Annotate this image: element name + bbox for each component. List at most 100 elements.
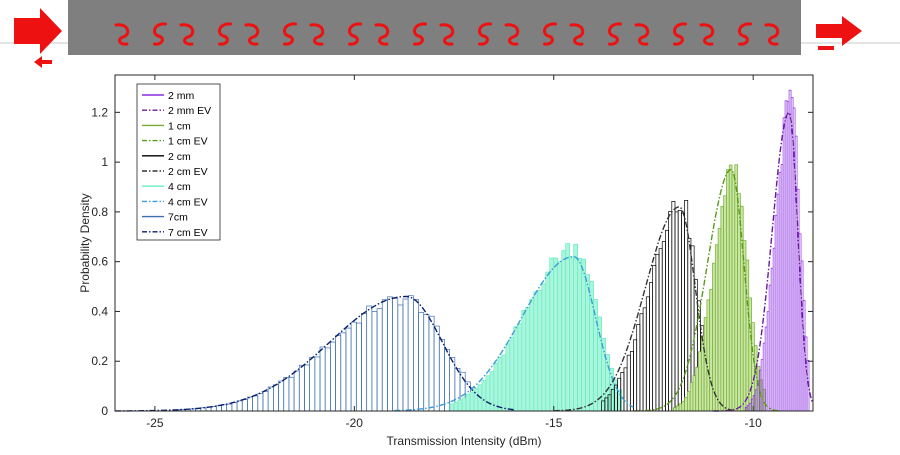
histogram-bar [593,299,598,412]
y-tick-label: 0.4 [91,304,108,318]
histogram-bar [529,298,535,412]
swirl-row [114,22,780,46]
swirl-icon [439,23,455,46]
legend-label: 4 cm [168,181,191,193]
histogram-bar [469,391,475,412]
legend-label: 2 cm [168,151,191,163]
histogram-bar [687,391,691,412]
histogram-bar [573,243,579,412]
histogram-bar [533,291,539,412]
histogram-bar [485,375,491,412]
histogram-bar [734,164,738,412]
histogram-bar [545,271,551,412]
x-axis-label: Transmission Intensity (dBm) [387,434,542,448]
legend: 2 mm 2 mm EV 1 cm 1 cm EV 2 cm 2 cm EV 4 cm 4 c… [136,83,221,241]
histogram-bar [726,169,730,412]
histogram-bar [745,259,750,412]
swirl-icon [244,23,260,46]
histogram-bar [728,164,733,412]
swirl-icon [217,22,232,46]
histogram-bar [695,366,699,412]
swirl-icon [309,23,325,46]
x-tick-label: -25 [146,416,164,430]
histogram-bar [689,382,694,412]
y-tick-label: 0 [101,404,108,418]
swirl-icon [374,23,390,46]
arrow-left-icon[interactable] [34,56,52,68]
histogram-bar [513,326,519,412]
legend-label: 1 cm EV [168,136,208,148]
swirl-icon [672,22,687,46]
swirl-icon [179,23,195,46]
histogram-bar [505,343,511,412]
y-tick-label: 1.2 [91,105,108,119]
arrow-right-icon[interactable] [14,8,62,54]
histogram-bar [609,367,614,412]
swirl-icon [347,22,362,46]
histogram-bar [706,299,711,412]
fit-curve-4-cm-EV [394,255,634,412]
minus-icon[interactable] [818,46,834,50]
legend-label: 7cm [168,212,188,224]
swirl-icon [699,23,715,46]
histogram-bar [557,261,563,412]
legend-label: 2 mm [168,90,195,102]
histogram-bar [681,400,685,412]
histogram-bar [565,243,571,412]
histogram-bar [585,274,590,412]
histogram-bar [457,399,463,412]
x-tick-label: -15 [545,416,563,430]
histogram-bar [501,354,507,412]
histogram-bar [497,356,503,412]
legend-box [136,83,221,241]
swirl-icon [114,23,130,46]
swirl-icon [764,23,780,46]
y-tick-label: 1 [101,155,108,169]
histogram-bar [581,258,587,412]
histogram-bar [449,403,455,412]
fit-curve-7-cm-EV [115,295,514,412]
fit-layer [115,111,813,412]
histogram-bar [723,195,727,412]
histogram-bar [703,317,708,412]
x-axis: -25 -20 -15 -10 [146,75,762,430]
histogram-bar [698,351,702,412]
histogram-bar [553,257,559,412]
arrow-right-icon[interactable] [816,16,862,46]
swirl-icon [412,22,427,46]
swirl-icon [607,22,622,46]
banner-strip [68,0,801,55]
histogram-bar [561,250,567,412]
histogram-bar [714,244,719,412]
histogram-4-cm [449,243,622,412]
y-axis-label: Probability Density [78,193,92,292]
histogram-bar [684,396,688,412]
histogram-bar [731,173,736,412]
histogram-bar [720,206,725,412]
swirl-icon [282,22,297,46]
swirl-icon [152,22,167,46]
histogram-bar [453,401,459,412]
x-tick-label: -10 [744,416,762,430]
plot-area [115,75,813,411]
histogram-bar [493,362,499,412]
x-tick-label: -20 [346,416,364,430]
histogram-bar [461,397,467,412]
chart: -25 -20 -15 -10 0 0.2 0.4 0.6 0.8 1 1.2 Transmiss… [78,74,814,448]
y-axis: 0 0.2 0.4 0.6 0.8 1 1.2 [91,105,813,418]
legend-label: 2 mm EV [168,105,211,117]
legend-label: 4 cm EV [168,196,208,208]
swirl-icon [542,22,557,46]
swirl-icon [737,22,752,46]
fit-curve-2-mm-EV [713,111,813,412]
histogram-bar [517,323,523,412]
histogram-bar [737,193,741,412]
swirl-icon [569,23,585,46]
banner [0,0,900,68]
histogram-bar [577,258,583,412]
histogram-bar [569,256,575,412]
histogram-bar [709,289,713,412]
fit-curve-2-cm-EV [553,206,733,412]
y-tick-label: 0.8 [91,205,108,219]
y-tick-label: 0.2 [91,354,108,368]
